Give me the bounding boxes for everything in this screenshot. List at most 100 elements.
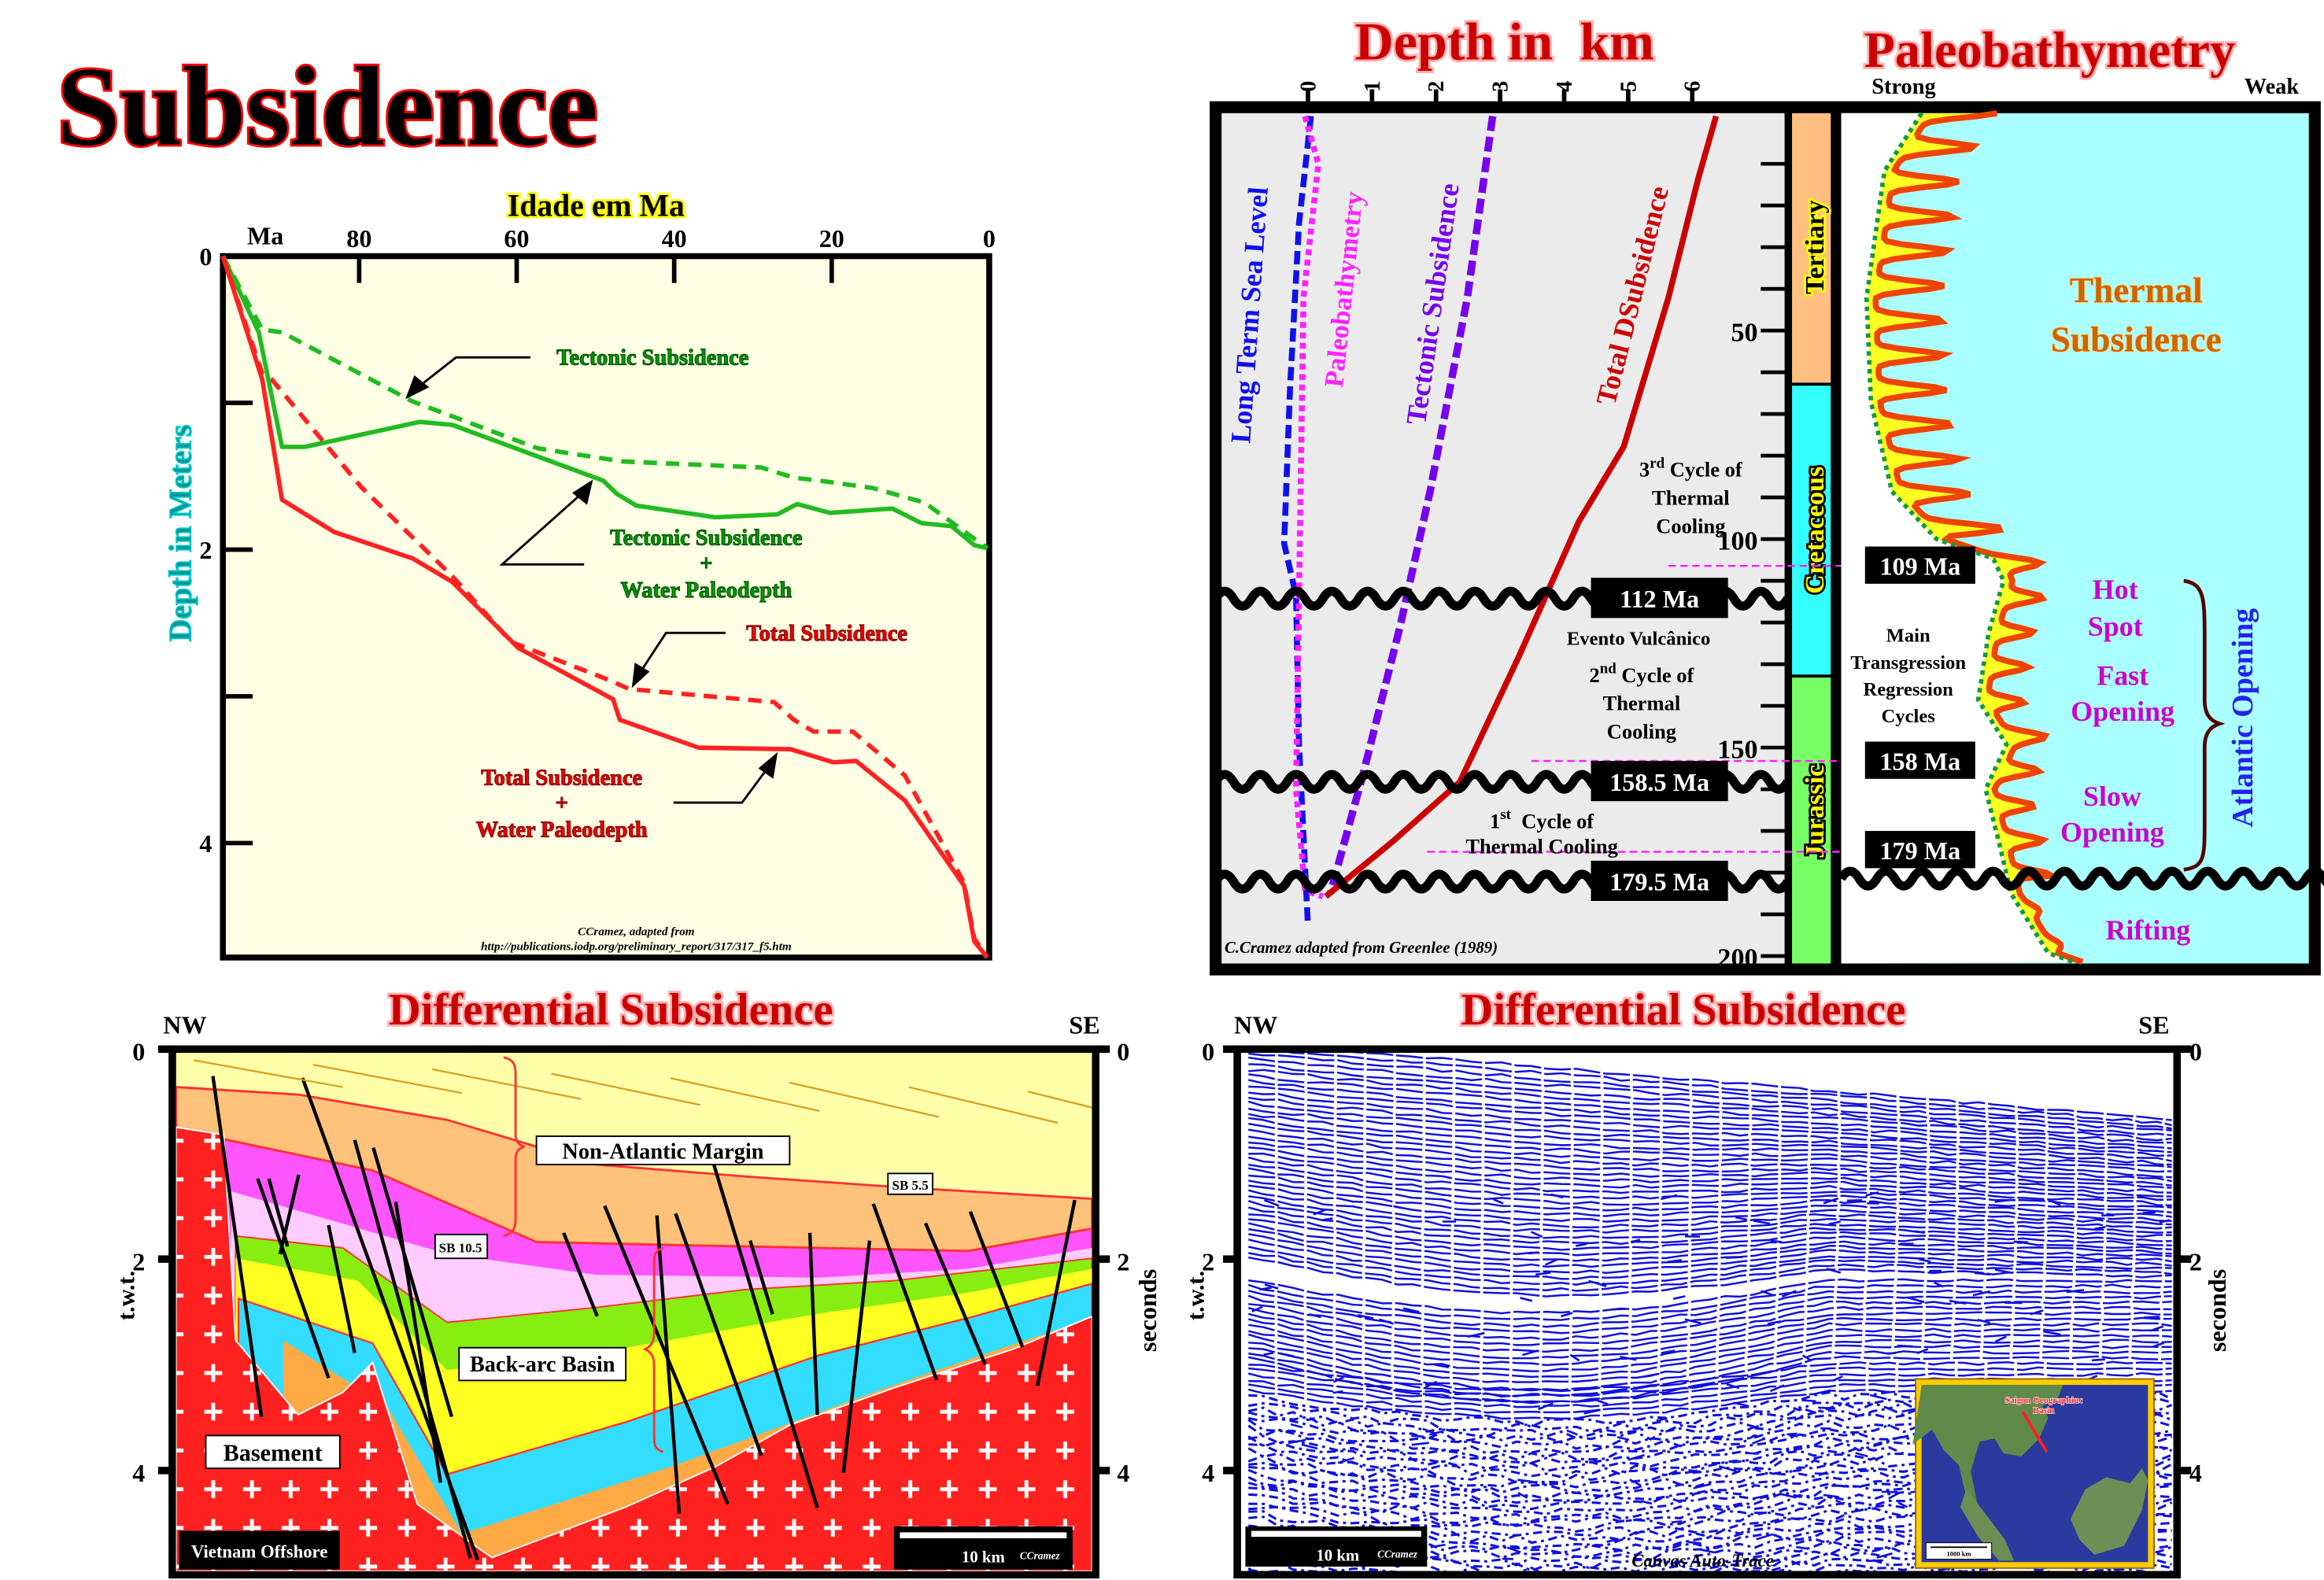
arrowhead-total-water-icon [758, 751, 778, 779]
seismic-noise [1506, 1546, 1521, 1553]
thermal-label-2: Subsidence [2051, 320, 2222, 360]
tick-label: 0 [132, 1037, 145, 1065]
seismic-noise [1897, 1501, 1908, 1508]
credit-left: CCramez [1020, 1550, 1061, 1562]
seismic-noise [1745, 1452, 1760, 1455]
seismic-noise [1569, 1353, 1580, 1362]
cycle1-line2: Thermal Cooling [1465, 834, 1618, 858]
label-total: Total Subsidence [746, 622, 907, 646]
land-sumatra [1960, 1489, 2015, 1561]
seismic-noise [1583, 1408, 1601, 1415]
seismic-reflector [1248, 1360, 2172, 1393]
faults [194, 1059, 1092, 1561]
seismic-noise [1467, 1331, 1485, 1338]
seismic-noise [1566, 1429, 1578, 1436]
seismic-noise [1279, 1352, 1295, 1358]
twt-label: t.w.t. [113, 1271, 140, 1320]
seismic-noise [1779, 1492, 1795, 1499]
seismic-reflector [1247, 1371, 2172, 1404]
age-tick-label: 150 [1717, 735, 1757, 764]
arrow-total-water [673, 762, 773, 804]
seismic-noise [1517, 1478, 1532, 1483]
cycle3-line1: 3rd Cycle of [1639, 455, 1743, 481]
paleobathymetry-title: Paleobathymetry [1864, 22, 2236, 78]
fault-line [674, 1213, 763, 1456]
seismic-noise [1972, 1290, 1991, 1297]
seismic-reflector [1248, 1179, 2172, 1222]
seismic-noise [1492, 1198, 1504, 1205]
cycle2-line3: Cooling [1607, 720, 1676, 744]
seismic-noise [1263, 1198, 1280, 1207]
seismic-reflector [1247, 1327, 2172, 1372]
label-sb55: SB 5.5 [892, 1178, 928, 1193]
seismic-reflector [1248, 1063, 2172, 1137]
seismic-noise [1832, 1375, 1843, 1382]
scale-label-left: 10 km [962, 1547, 1005, 1566]
seismic-noise [1660, 1194, 1678, 1201]
label-box-sb105 [434, 1233, 489, 1260]
section-left-canvas [176, 1053, 1092, 1571]
stratum-line [789, 1081, 939, 1118]
seismic-noise [1901, 1408, 1917, 1413]
seismic-noise [1411, 1442, 1429, 1446]
seismic-noise [1402, 1307, 1420, 1313]
age-tick-label: 50 [1731, 318, 1757, 347]
fault-line [1036, 1199, 1077, 1386]
y-tick-label: 2 [199, 536, 212, 564]
seismic-reflector [1247, 1445, 2172, 1484]
depth-title: Depth in km [1355, 12, 1654, 72]
cycles-label-2: Transgression [1850, 652, 1966, 674]
seismic-noise [1522, 1349, 1539, 1357]
seismic-noise [1796, 1545, 1808, 1550]
seismic-noise [1718, 1465, 1737, 1473]
label-non-atlantic: Non-Atlantic Margin [562, 1139, 763, 1164]
fault-line [267, 1178, 290, 1247]
stratum-line [431, 1068, 582, 1100]
fault-line [655, 1215, 682, 1514]
seismic-reflector [1248, 1252, 2172, 1292]
x-tick-label: 0 [983, 224, 996, 253]
seismic-noise [1876, 1552, 1893, 1559]
seismic-noise [1770, 1239, 1783, 1243]
unconformity-age-box [1591, 761, 1728, 802]
seismic-reflector [1248, 1152, 2172, 1202]
seismic-noise [1756, 1533, 1774, 1541]
seismic-noise [1693, 1482, 1712, 1490]
seismic-noise [1994, 1335, 2007, 1343]
seismic-noise [1886, 1352, 1896, 1355]
tick-label: 4 [1202, 1459, 1214, 1487]
seismic-noise [2051, 1200, 2061, 1206]
y-ticks: 0 2 4 [199, 242, 253, 858]
y-tick-label: 0 [199, 242, 212, 271]
fault-line [278, 1174, 301, 1255]
scale-bar-left [900, 1532, 1067, 1539]
seismic-noise [1826, 1268, 1842, 1274]
seismic-reflector [1248, 1195, 2172, 1234]
section-right-nw: NW [1234, 1010, 1277, 1039]
seismic-reflector [1248, 1167, 2172, 1214]
seismic-noise [1411, 1434, 1424, 1438]
seismic-noise [1977, 1318, 1991, 1324]
unconformity-line-right [1837, 866, 2324, 891]
seismic-noise [1379, 1318, 1394, 1325]
seismic-reflector [1247, 1189, 2172, 1230]
seismic-noise [1422, 1427, 1437, 1435]
seismic-reflector [1248, 1462, 2173, 1501]
seismic-reflector [1248, 1227, 2172, 1268]
total-subsidence-curve [1324, 115, 1720, 899]
seismic-noise [1435, 1364, 1450, 1369]
arrow-total [637, 631, 726, 677]
seismic-reflector [1248, 1091, 2172, 1157]
seismic-reflector [1247, 1452, 2173, 1489]
paleo-age-box [1864, 546, 1975, 584]
depth-tick-label: 6 [1681, 81, 1705, 92]
tick-label: 2 [1117, 1247, 1129, 1275]
unconformity-age-box [1591, 578, 1728, 618]
seismic-noise [1726, 1382, 1740, 1390]
seismic-reflector [1248, 1322, 2172, 1367]
seismic-noise [2094, 1225, 2106, 1231]
period-label-cretaceous: Cretaceous [1801, 467, 1830, 594]
seismic-reflector [1248, 1366, 2172, 1398]
section-right-title: Differential Subsidence [1461, 985, 1905, 1035]
tick-label: 4 [1117, 1459, 1129, 1487]
